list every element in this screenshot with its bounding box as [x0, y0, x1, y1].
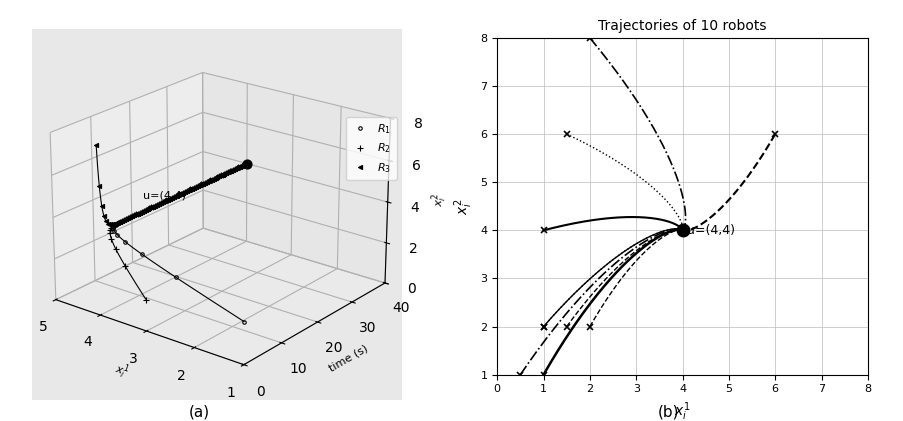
- Text: (b): (b): [657, 405, 679, 420]
- X-axis label: $x_i^1$: $x_i^1$: [112, 360, 131, 382]
- Title: Trajectories of 10 robots: Trajectories of 10 robots: [598, 19, 766, 32]
- Legend: $R_1$, $R_2$, $R_3$: $R_1$, $R_2$, $R_3$: [346, 117, 396, 180]
- X-axis label: $x_i^1$: $x_i^1$: [674, 400, 690, 421]
- Y-axis label: $x_i^2$: $x_i^2$: [452, 198, 474, 215]
- Text: u=(4,4): u=(4,4): [686, 224, 734, 237]
- Y-axis label: time (s): time (s): [327, 343, 369, 373]
- Text: (a): (a): [188, 405, 209, 420]
